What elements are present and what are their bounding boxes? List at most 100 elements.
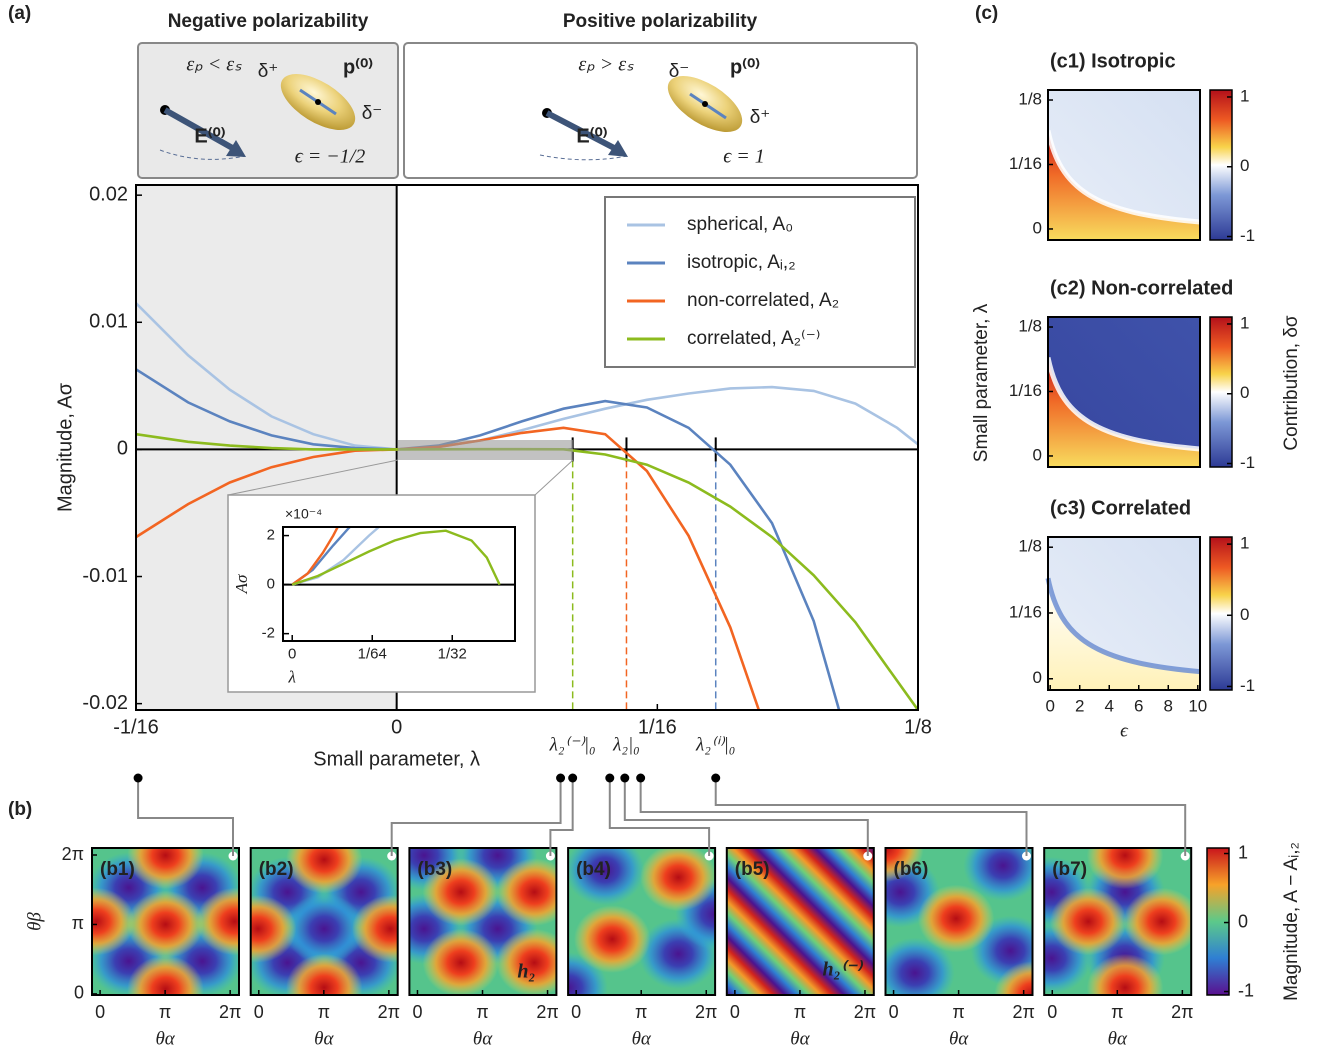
panel-label: (b7) bbox=[1052, 859, 1087, 880]
x-axis-label: θα bbox=[473, 1028, 493, 1049]
colorbar-tick-label: 0 bbox=[1238, 911, 1248, 931]
high-region bbox=[92, 887, 135, 956]
dipole-arrow bbox=[689, 92, 727, 120]
x-tick-label: π bbox=[952, 1002, 964, 1022]
x-axis-label: θα bbox=[314, 1028, 334, 1049]
root-label: λ₂⁽ⁱ⁾|₀ bbox=[695, 734, 735, 755]
x-axis-label: Small parameter, λ bbox=[313, 748, 480, 770]
y-tick-label: 1/8 bbox=[1018, 89, 1042, 108]
field-arrow bbox=[163, 107, 238, 153]
colorbar-tick-label: -1 bbox=[1240, 226, 1255, 245]
annotation: h₂ bbox=[517, 961, 535, 983]
lambda-point bbox=[133, 773, 143, 783]
panel-title: (c3) Correlated bbox=[1050, 497, 1191, 519]
colorbar bbox=[1209, 316, 1233, 468]
x-tick-label: 6 bbox=[1134, 696, 1143, 715]
heatmap-panel bbox=[568, 848, 716, 995]
root-label: λ₂|₀ bbox=[612, 734, 640, 755]
high-region bbox=[640, 848, 716, 912]
y-axis-label: Magnitude, Aσ bbox=[54, 382, 76, 512]
high-region bbox=[994, 961, 1033, 995]
x-axis-label: θα bbox=[949, 1028, 969, 1049]
arc bbox=[159, 149, 246, 160]
low-region bbox=[885, 937, 955, 995]
x-tick-label: 0 bbox=[730, 1002, 740, 1022]
colorbar bbox=[1206, 847, 1230, 996]
x-tick-label: 0 bbox=[889, 1002, 899, 1022]
x-axis-label: θα bbox=[790, 1028, 810, 1049]
colorbar-tick-label: 1 bbox=[1238, 842, 1248, 862]
connector bbox=[137, 778, 234, 856]
x-tick-label: 8 bbox=[1164, 696, 1173, 715]
arrow-head bbox=[608, 140, 628, 157]
y-tick-label: 1/16 bbox=[1009, 154, 1042, 173]
schematic-box bbox=[137, 42, 399, 179]
series-line bbox=[136, 368, 841, 710]
x-tick-label: 4 bbox=[1105, 696, 1114, 715]
plot-frame bbox=[135, 184, 919, 711]
y-tick-label: -0.01 bbox=[82, 565, 128, 587]
heatmap-c2: (c2) Non-correlated 0 1/16 1/8 Small paramet… bbox=[971, 277, 1302, 472]
dipole-label: p⁽⁰⁾ bbox=[343, 56, 373, 78]
high-region bbox=[496, 858, 557, 926]
series-line bbox=[291, 527, 340, 586]
panel-label: (c) bbox=[975, 3, 998, 24]
y-tick-label: 2π bbox=[62, 844, 84, 864]
y-tick-label: 1/16 bbox=[1009, 602, 1042, 621]
connector bbox=[639, 778, 1028, 856]
colorbar-tick-label: 1 bbox=[1240, 534, 1249, 553]
panel-title: (c2) Non-correlated bbox=[1050, 277, 1233, 299]
annotation: h₂⁽⁻⁾ bbox=[823, 959, 865, 981]
connector bbox=[390, 778, 562, 856]
heatmap-panel bbox=[726, 848, 874, 995]
x-tick-label: π bbox=[1111, 1002, 1123, 1022]
x-axis-label: θα bbox=[1108, 1028, 1128, 1049]
high-region bbox=[196, 887, 239, 956]
high-region bbox=[496, 928, 557, 995]
y-scale-label: ×10⁻⁴ bbox=[285, 506, 322, 522]
lambda-point bbox=[711, 773, 721, 783]
high-region bbox=[1050, 887, 1127, 956]
colorbar-label: Contribution, δσ bbox=[1281, 315, 1302, 451]
heatmap-c1: (c1) Isotropic 0 1/16 1/8 1 0 -1 bbox=[1009, 50, 1255, 245]
heatmap-field bbox=[726, 848, 874, 995]
x-tick-label: 1/16 bbox=[638, 716, 677, 738]
legend-label: non-correlated, A₂ bbox=[687, 290, 839, 311]
colorbar-tick-label: -1 bbox=[1238, 980, 1254, 1000]
heatmap-row-b: (b1) 0 π 2π θα 0 π 2π θβ (b2) 0 π 2π θα (b3) 0 π 2π θα (b4)… bbox=[24, 773, 1302, 1049]
high-region bbox=[917, 884, 995, 953]
x-axis-label: λ bbox=[288, 667, 296, 686]
x-tick-label: 10 bbox=[1188, 696, 1207, 715]
panel-label: (b2) bbox=[259, 859, 294, 880]
inset-chart: 2 0 -2 0 1/64 1/32 λ Aσ ×10⁻⁴ bbox=[232, 506, 516, 686]
high-region bbox=[422, 928, 500, 995]
high-region bbox=[250, 895, 297, 963]
lambda-point bbox=[556, 773, 566, 783]
high-region bbox=[885, 848, 924, 882]
panel-label: (b4) bbox=[576, 859, 611, 880]
x-tick-label: 1/32 bbox=[438, 645, 467, 662]
y-tick-label: 0 bbox=[74, 983, 84, 1003]
x-tick-label: 1/8 bbox=[904, 716, 932, 738]
heatmap-boundary bbox=[1045, 356, 1201, 452]
x-tick-label: 0 bbox=[254, 1002, 264, 1022]
legend-label: spherical, A₀ bbox=[687, 214, 793, 235]
field-label: E⁽⁰⁾ bbox=[194, 125, 225, 147]
high-region bbox=[127, 955, 204, 995]
charge-label: δ⁻ bbox=[362, 103, 383, 124]
y-axis-label: Small parameter, λ bbox=[971, 303, 992, 462]
heatmap-panel bbox=[1044, 848, 1192, 995]
y-tick-label: 0 bbox=[117, 438, 128, 460]
heatmap-boundary bbox=[1045, 129, 1201, 225]
colorbar-tick-label: 0 bbox=[1240, 605, 1249, 624]
x-tick-label: 0 bbox=[288, 645, 296, 662]
x-tick-label: 0 bbox=[1045, 696, 1054, 715]
dipole-label: p⁽⁰⁾ bbox=[730, 56, 760, 78]
schematic-negative: εₚ < εₛ E⁽⁰⁾ δ⁺ p⁽⁰⁾ δ⁻ ϵ = −1/2 bbox=[137, 42, 399, 179]
heatmap-region bbox=[1048, 130, 1200, 240]
heatmap-panel bbox=[885, 848, 1033, 995]
x-tick-label: π bbox=[318, 1002, 330, 1022]
heatmap-panel bbox=[250, 848, 398, 995]
field-arrow bbox=[545, 110, 620, 153]
x-axis-label: θα bbox=[632, 1028, 652, 1049]
